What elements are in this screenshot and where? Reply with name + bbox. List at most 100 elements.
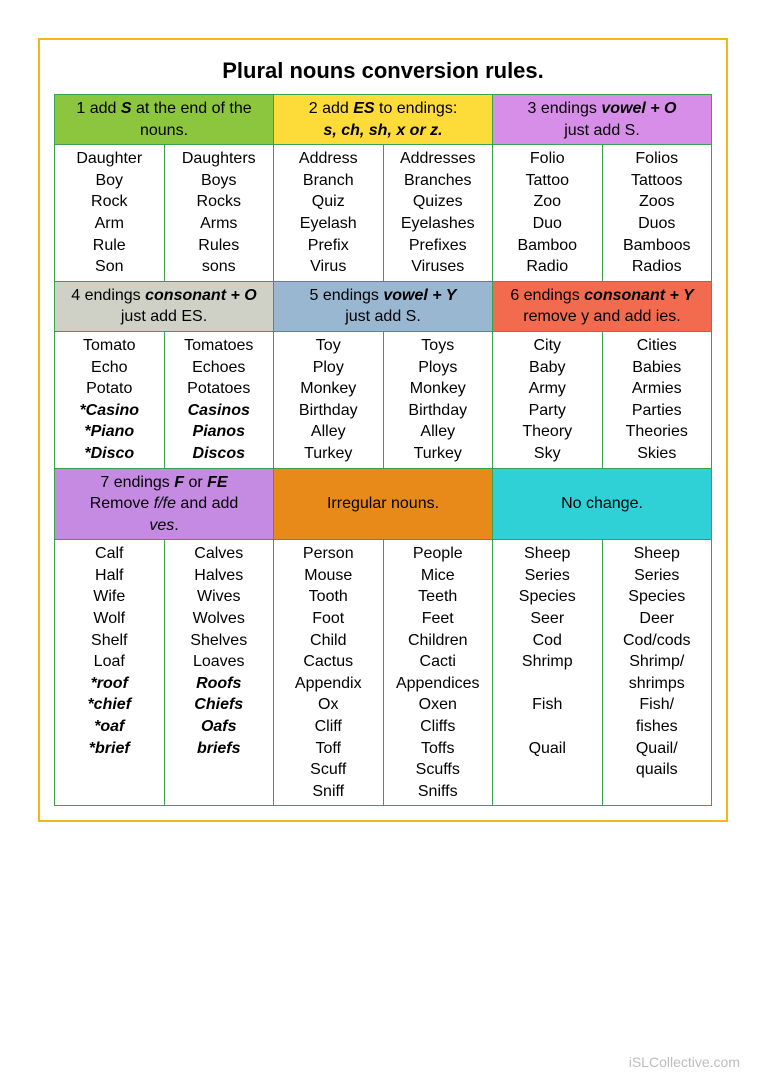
word: Shrimp <box>495 651 600 673</box>
word: Viruses <box>386 256 491 278</box>
word: Shrimp/ <box>605 651 710 673</box>
word-column: DaughtersBoysRocksArmsRulessons <box>164 145 274 282</box>
word: *roof <box>57 673 162 695</box>
word: Sniff <box>276 781 381 803</box>
word: Daughters <box>167 148 272 170</box>
word <box>495 759 600 781</box>
word-column: PersonMouseToothFootChildCactusAppendixO… <box>274 540 384 806</box>
word: Quail/ <box>605 738 710 760</box>
word: Halves <box>167 565 272 587</box>
word: Rule <box>57 235 162 257</box>
word: *Casino <box>57 400 162 422</box>
word: Toy <box>276 335 381 357</box>
word: Children <box>386 630 491 652</box>
word: Party <box>495 400 600 422</box>
word: City <box>495 335 600 357</box>
rule-header-4: 4 endings consonant + O just add ES. <box>55 281 274 331</box>
word: Species <box>605 586 710 608</box>
word: Echoes <box>167 357 272 379</box>
rule-header-3: 3 endings vowel + O just add S. <box>493 95 712 145</box>
word: Oafs <box>167 716 272 738</box>
word-column: CalfHalfWifeWolfShelfLoaf*roof*chief*oaf… <box>55 540 165 806</box>
word: Toffs <box>386 738 491 760</box>
word: Sheep <box>605 543 710 565</box>
word: Tomatoes <box>167 335 272 357</box>
word: Rules <box>167 235 272 257</box>
word: Tooth <box>276 586 381 608</box>
word: Potatoes <box>167 378 272 400</box>
word: Foot <box>276 608 381 630</box>
word: Armies <box>605 378 710 400</box>
word: Teeth <box>386 586 491 608</box>
word: Parties <box>605 400 710 422</box>
word-column: FoliosTattoosZoosDuosBamboosRadios <box>602 145 712 282</box>
word: Cod/cods <box>605 630 710 652</box>
word: Mouse <box>276 565 381 587</box>
word: Echo <box>57 357 162 379</box>
word: Boys <box>167 170 272 192</box>
word: People <box>386 543 491 565</box>
worksheet-frame: Plural nouns conversion rules. 1 add S a… <box>38 38 728 822</box>
word: Appendix <box>276 673 381 695</box>
word: Toff <box>276 738 381 760</box>
word: Folio <box>495 148 600 170</box>
word: Appendices <box>386 673 491 695</box>
word: Prefix <box>276 235 381 257</box>
word: *Piano <box>57 421 162 443</box>
word: Zoos <box>605 191 710 213</box>
word: Tomato <box>57 335 162 357</box>
word: Theories <box>605 421 710 443</box>
rule-header-1: 1 add S at the end of the nouns. <box>55 95 274 145</box>
word: Oxen <box>386 694 491 716</box>
word: Cities <box>605 335 710 357</box>
word: Arms <box>167 213 272 235</box>
word-column: DaughterBoyRockArmRuleSon <box>55 145 165 282</box>
word: Turkey <box>276 443 381 465</box>
word: Ploys <box>386 357 491 379</box>
word: Cliffs <box>386 716 491 738</box>
word: Prefixes <box>386 235 491 257</box>
word: Boy <box>57 170 162 192</box>
word: *chief <box>57 694 162 716</box>
word: Ox <box>276 694 381 716</box>
word: Duo <box>495 213 600 235</box>
rules-table: 1 add S at the end of the nouns. 2 add E… <box>54 94 712 806</box>
word: Tattoos <box>605 170 710 192</box>
word: Zoo <box>495 191 600 213</box>
word: Quizes <box>386 191 491 213</box>
word: Arm <box>57 213 162 235</box>
word: Rocks <box>167 191 272 213</box>
word: Wives <box>167 586 272 608</box>
word: Branch <box>276 170 381 192</box>
word: Quiz <box>276 191 381 213</box>
word: Tattoo <box>495 170 600 192</box>
word <box>167 781 272 803</box>
word: Duos <box>605 213 710 235</box>
page-title: Plural nouns conversion rules. <box>54 58 712 84</box>
word: Sheep <box>495 543 600 565</box>
rule-header-6: 6 endings consonant + Y remove y and add… <box>493 281 712 331</box>
word <box>495 781 600 803</box>
word: Cacti <box>386 651 491 673</box>
word: *Disco <box>57 443 162 465</box>
word: Birthday <box>276 400 381 422</box>
word: sons <box>167 256 272 278</box>
word: shrimps <box>605 673 710 695</box>
word-column: SheepSeriesSpeciesSeerCodShrimp Fish Qua… <box>493 540 603 806</box>
word: Wolf <box>57 608 162 630</box>
word: Loaves <box>167 651 272 673</box>
word <box>495 716 600 738</box>
word: Shelf <box>57 630 162 652</box>
word-column: ToysPloysMonkeyBirthdayAlleyTurkey <box>383 331 493 468</box>
word: Eyelash <box>276 213 381 235</box>
word-column: ToyPloyMonkeyBirthdayAlleyTurkey <box>274 331 384 468</box>
word: Calf <box>57 543 162 565</box>
word: Virus <box>276 256 381 278</box>
word: Child <box>276 630 381 652</box>
word: Sniffs <box>386 781 491 803</box>
word: Chiefs <box>167 694 272 716</box>
word: *brief <box>57 738 162 760</box>
word: Cod <box>495 630 600 652</box>
word: Alley <box>276 421 381 443</box>
word: Birthday <box>386 400 491 422</box>
